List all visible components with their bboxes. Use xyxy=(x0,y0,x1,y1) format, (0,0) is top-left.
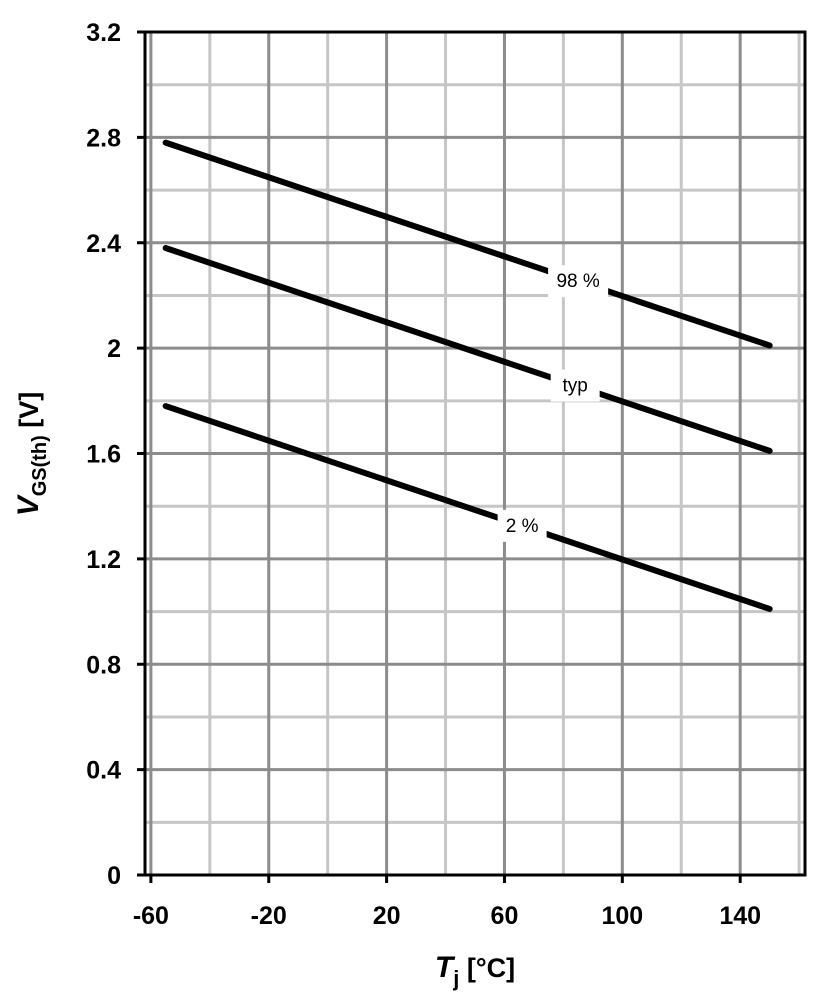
y-axis-label: VGS(th) [V] xyxy=(12,392,51,517)
y-tick-label: 1.2 xyxy=(86,546,121,574)
series-label-background xyxy=(550,369,600,402)
y-tick-label: 2 xyxy=(107,335,121,363)
series-label-2: 2 % xyxy=(497,509,547,542)
series-label-1: typ xyxy=(550,369,600,402)
y-axis-unit: [V] xyxy=(14,392,44,436)
series-lines xyxy=(162,139,773,612)
y-tick-label: 0.8 xyxy=(86,651,121,679)
series-label-text: typ xyxy=(562,376,587,397)
series-labels: 98 % typ 2 % xyxy=(497,265,609,542)
series-line-0 xyxy=(162,139,773,349)
y-tick-label: 0 xyxy=(107,862,121,890)
y-axis-symbol: V xyxy=(12,493,45,516)
x-tick-label: 20 xyxy=(373,902,401,930)
series-label-text: 2 % xyxy=(506,516,539,537)
x-axis-symbol: T xyxy=(435,951,456,984)
y-tick-label: 2.8 xyxy=(86,124,121,152)
x-tick-label: -20 xyxy=(251,902,287,930)
x-tick-label: 100 xyxy=(601,902,643,930)
x-axis-ticks: -60 -20 20 60 100 140 xyxy=(133,875,761,930)
y-axis-subscript: GS(th) xyxy=(29,435,51,496)
series-line-2 xyxy=(162,403,773,612)
major-gridlines xyxy=(145,32,805,875)
series-label-0: 98 % xyxy=(548,265,609,298)
series-label-background xyxy=(548,265,609,298)
series-line-1 xyxy=(162,245,773,454)
x-tick-label: 60 xyxy=(491,902,519,930)
x-axis-label: Tj [°C] xyxy=(435,951,515,991)
x-axis-subscript: j xyxy=(452,966,459,991)
y-axis-ticks: 0 0.4 0.8 1.2 1.6 2 2.4 2.8 3.2 xyxy=(86,19,145,890)
x-tick-label: 140 xyxy=(719,902,761,930)
y-tick-label: 1.6 xyxy=(86,441,121,469)
x-axis-unit: [°C] xyxy=(459,953,515,983)
series-label-background xyxy=(497,509,547,542)
y-tick-label: 2.4 xyxy=(86,230,121,258)
y-tick-label: 0.4 xyxy=(86,757,121,785)
series-label-text: 98 % xyxy=(556,271,599,292)
x-tick-label: -60 xyxy=(133,902,169,930)
y-tick-label: 3.2 xyxy=(86,19,121,47)
